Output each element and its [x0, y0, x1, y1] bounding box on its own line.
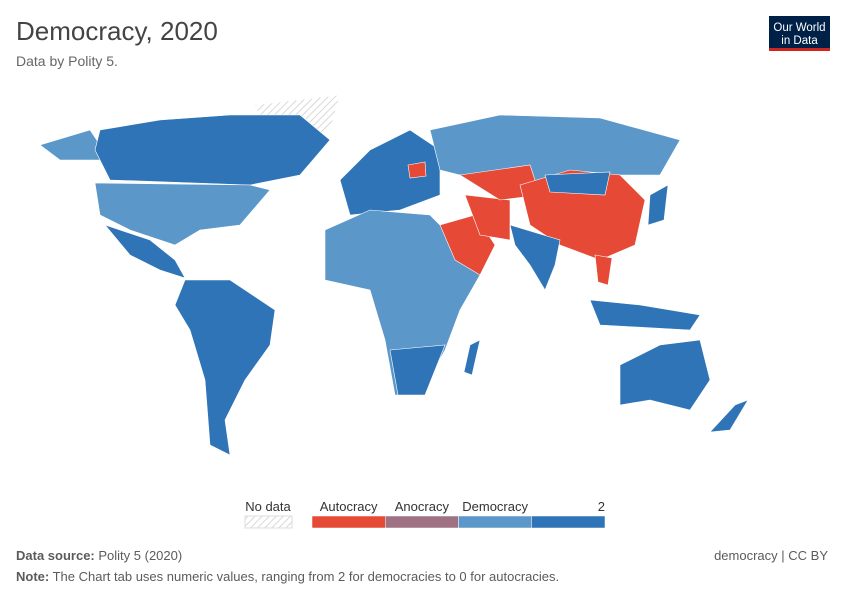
logo-box	[769, 16, 830, 50]
legend-bin	[531, 515, 606, 529]
legend-end-label: 2	[598, 499, 605, 514]
logo-text: in Data	[781, 35, 818, 47]
source-key: Data source:	[16, 548, 95, 563]
canada	[94, 114, 331, 186]
note-text: The Chart tab uses numeric values, rangi…	[53, 569, 560, 584]
license[interactable]: democracy | CC BY	[714, 548, 828, 563]
subtitle: Data by Polity 5.	[16, 53, 118, 69]
mexico	[104, 224, 186, 279]
legend: No data Autocracy Anocracy Democracy 2	[244, 499, 606, 529]
iran	[464, 194, 511, 241]
legend-bin	[385, 515, 459, 529]
no-data-swatch	[244, 515, 293, 529]
indonesia	[589, 299, 701, 331]
india	[509, 224, 561, 291]
japan	[647, 184, 669, 226]
europe	[339, 129, 441, 216]
logo-bar	[769, 48, 830, 51]
legend-label: Democracy	[462, 499, 528, 514]
logo[interactable]: Our World in Data	[769, 16, 830, 51]
title: Democracy, 2020	[16, 16, 218, 46]
legend-bin	[311, 515, 386, 529]
vietnam	[594, 254, 613, 286]
belarus	[407, 161, 427, 179]
usa	[94, 182, 271, 246]
note: Note: The Chart tab uses numeric values,…	[16, 569, 559, 584]
mongolia	[544, 171, 611, 196]
logo-text: Our World	[773, 22, 825, 34]
new-zealand	[709, 399, 749, 433]
madagascar	[463, 339, 481, 376]
note-key: Note:	[16, 569, 49, 584]
world-map	[39, 94, 749, 456]
legend-label: No data	[245, 499, 291, 514]
southern-africa	[389, 344, 446, 396]
legend-label: Autocracy	[320, 499, 378, 514]
legend-bin	[458, 515, 532, 529]
source-value: Polity 5 (2020)	[98, 548, 182, 563]
australia	[619, 339, 711, 411]
south-america	[174, 279, 276, 456]
source: Data source: Polity 5 (2020)	[16, 548, 182, 563]
legend-label: Anocracy	[395, 499, 450, 514]
